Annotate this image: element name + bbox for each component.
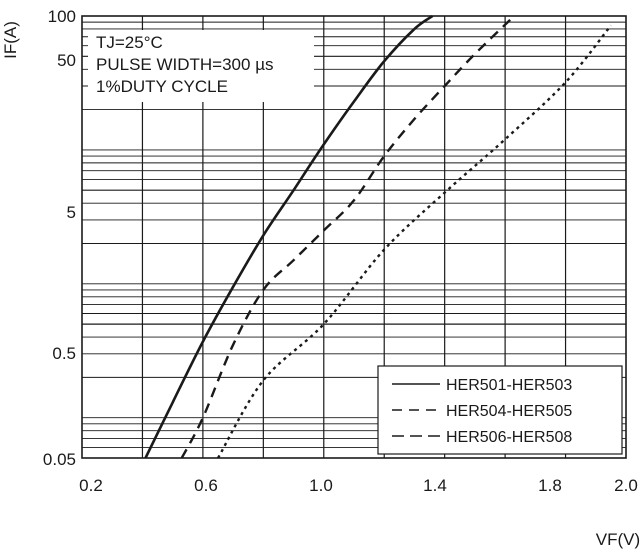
series-line-3: [216, 24, 612, 459]
legend-label: HER501-HER503: [446, 377, 572, 394]
y-axis-label: IF(A): [1, 21, 20, 59]
y-tick-label: 50: [57, 51, 76, 70]
x-tick-label: 0.2: [79, 476, 103, 495]
series-layer: [144, 14, 612, 459]
legend-label: HER506-HER508: [446, 429, 572, 446]
legend-label: HER504-HER505: [446, 403, 572, 420]
condition-pulse-width: PULSE WIDTH=300 µs: [96, 55, 274, 74]
conditions-box: TJ=25°C PULSE WIDTH=300 µs 1%DUTY CYCLE: [88, 30, 314, 102]
legend: HER501-HER503 HER504-HER505 HER506-HER50…: [377, 365, 623, 455]
plot-frame: [81, 15, 627, 459]
y-tick-label: 100: [48, 7, 76, 26]
x-axis-label: VF(V): [596, 530, 640, 549]
condition-duty-cycle: 1%DUTY CYCLE: [96, 77, 228, 96]
y-tick-label: 0.05: [43, 450, 76, 469]
x-tick-label: 1.8: [538, 476, 562, 495]
x-tick-label: 0.6: [194, 476, 218, 495]
x-tick-label: 1.0: [309, 476, 333, 495]
x-tick-label: 1.4: [423, 476, 447, 495]
x-tick-label: 2.0: [614, 476, 638, 495]
y-tick-label: 5: [67, 203, 76, 222]
series-line-1: [144, 14, 434, 459]
series-line-2: [180, 15, 516, 459]
condition-temperature: TJ=25°C: [96, 33, 163, 52]
y-tick-label: 0.5: [52, 344, 76, 363]
